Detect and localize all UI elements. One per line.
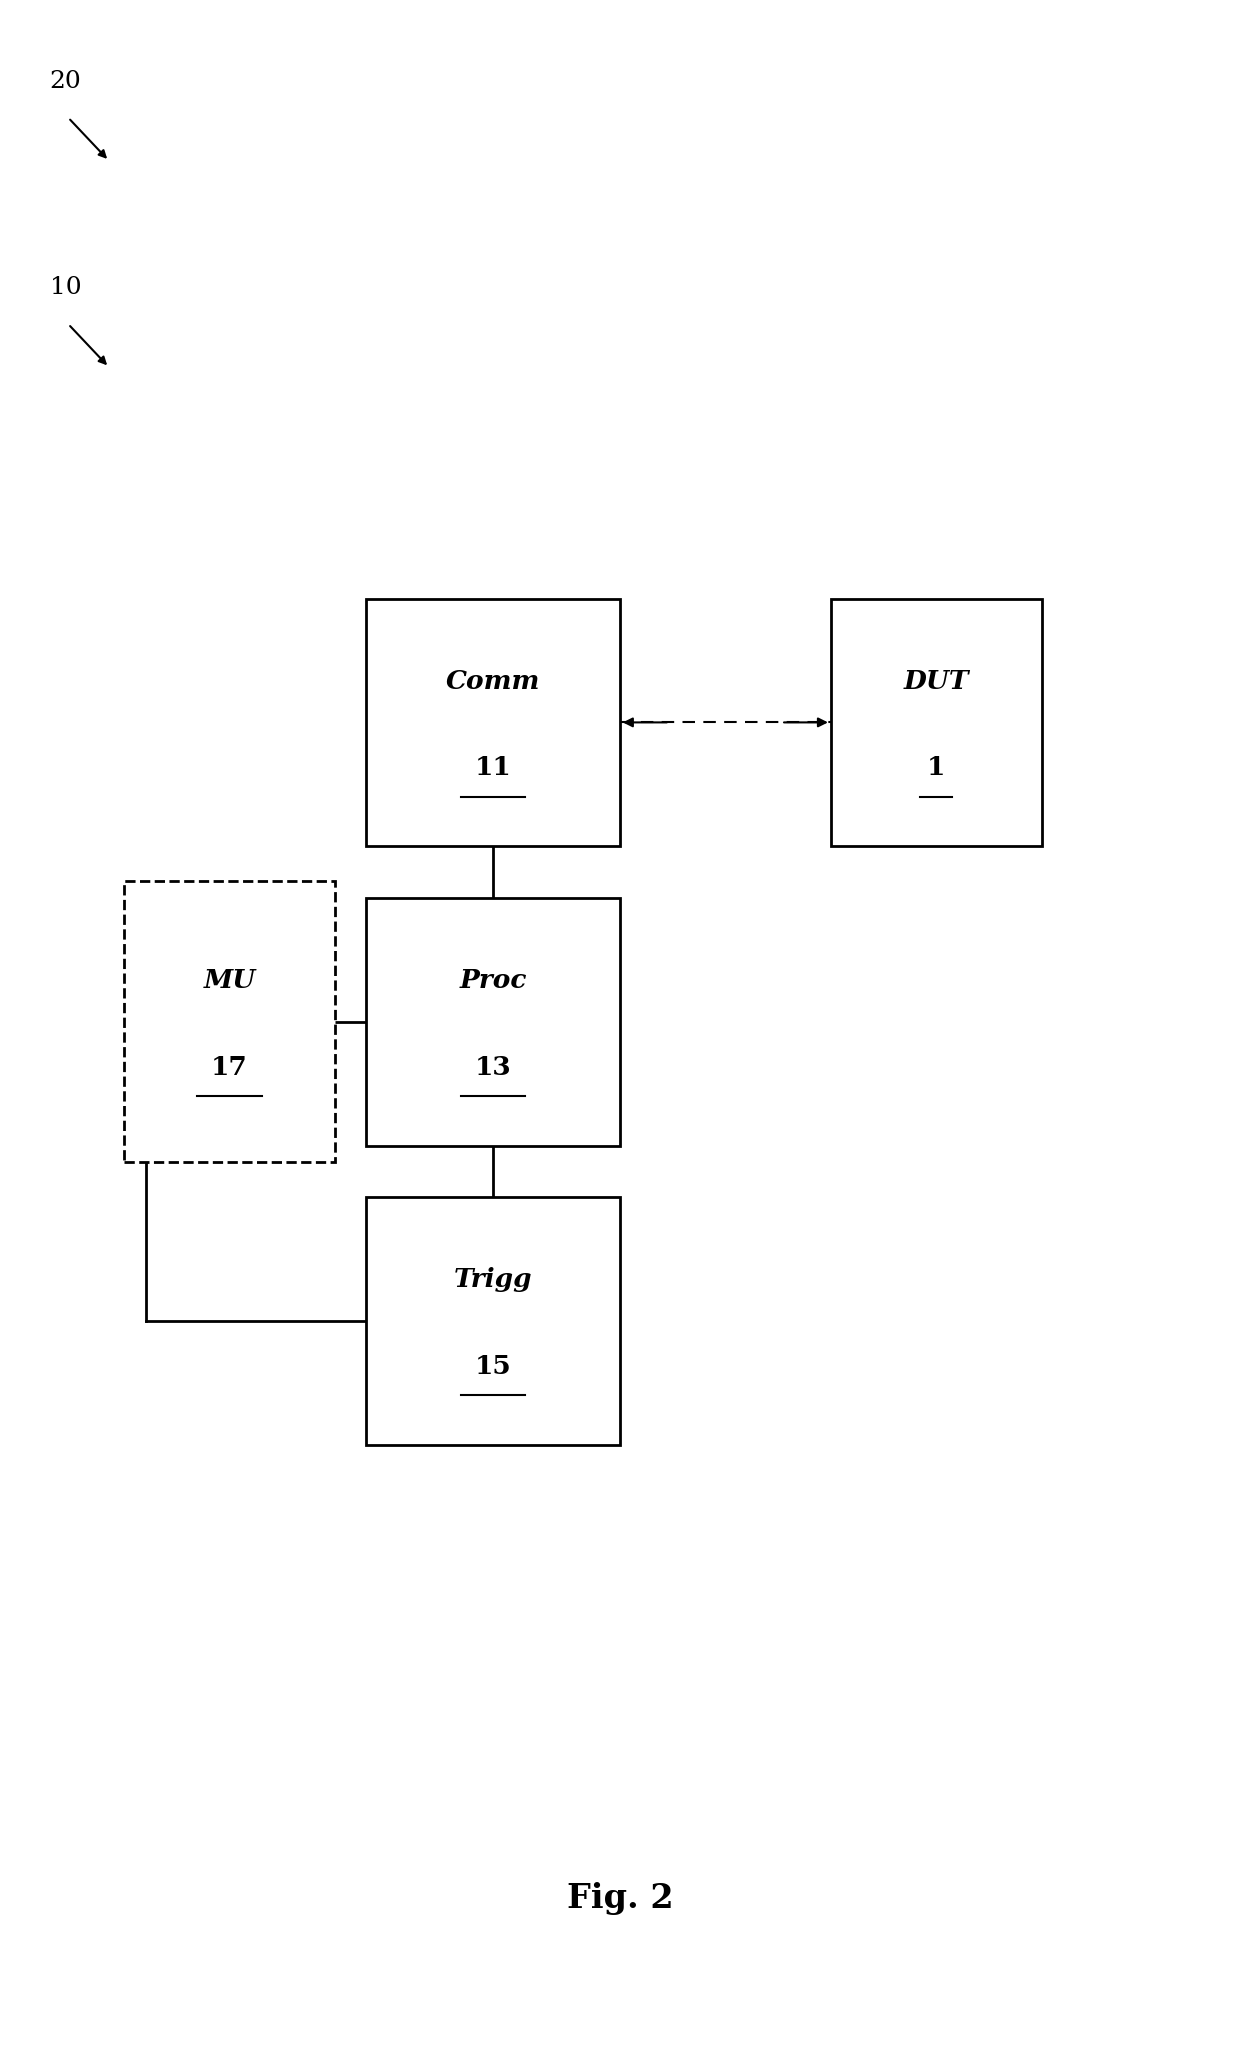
Text: 15: 15 xyxy=(475,1354,511,1379)
Text: 20: 20 xyxy=(50,70,82,93)
Text: Fig. 2: Fig. 2 xyxy=(567,1882,673,1915)
Bar xyxy=(366,599,620,846)
Bar xyxy=(831,599,1042,846)
Text: Proc: Proc xyxy=(459,968,527,993)
Bar xyxy=(124,881,335,1162)
Text: MU: MU xyxy=(203,968,255,993)
Text: Comm: Comm xyxy=(445,669,541,694)
Text: 10: 10 xyxy=(50,277,82,299)
Text: 1: 1 xyxy=(928,755,945,780)
Text: 13: 13 xyxy=(475,1055,511,1079)
Text: DUT: DUT xyxy=(904,669,968,694)
Bar xyxy=(366,898,620,1146)
Bar xyxy=(366,1197,620,1445)
Text: Trigg: Trigg xyxy=(454,1267,532,1292)
Text: 17: 17 xyxy=(211,1055,248,1079)
Text: 11: 11 xyxy=(475,755,511,780)
